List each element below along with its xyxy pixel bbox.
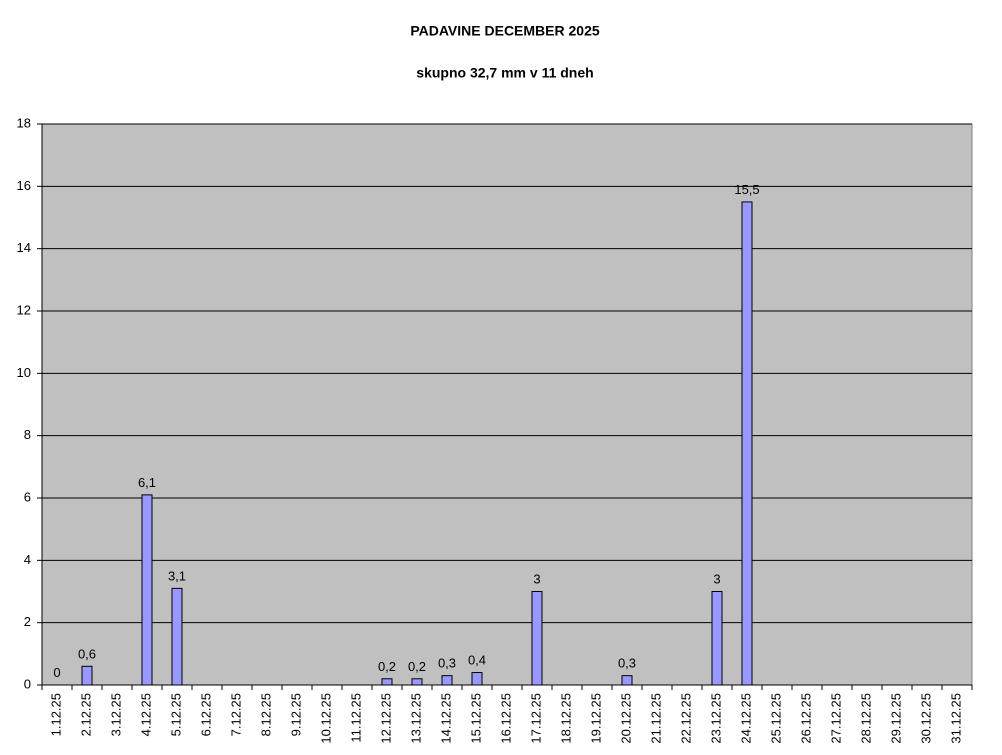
value-label: 0,3: [438, 656, 456, 671]
value-label: 0,2: [378, 659, 396, 674]
x-tick-label: 29.12.25: [888, 693, 903, 744]
x-tick-label: 23.12.25: [708, 693, 723, 744]
x-tick-label: 13.12.25: [408, 693, 423, 744]
x-tick-label: 25.12.25: [768, 693, 783, 744]
y-tick-label: 10: [17, 365, 31, 380]
bar: [381, 678, 393, 686]
bar: [81, 665, 93, 686]
x-tick-label: 5.12.25: [168, 693, 183, 736]
x-tick-label: 24.12.25: [738, 693, 753, 744]
bar: [531, 591, 543, 686]
y-tick-label: 0: [24, 676, 31, 691]
x-tick-label: 9.12.25: [288, 693, 303, 736]
x-tick-label: 7.12.25: [228, 693, 243, 736]
y-tick-label: 8: [24, 427, 31, 442]
x-tick-label: 27.12.25: [828, 693, 843, 744]
x-tick-label: 22.12.25: [678, 693, 693, 744]
x-tick-label: 30.12.25: [918, 693, 933, 744]
y-tick-label: 16: [17, 178, 31, 193]
plot-area: [41, 123, 973, 686]
y-tick-label: 2: [24, 614, 31, 629]
bar: [741, 201, 753, 686]
value-label: 3: [713, 572, 720, 587]
x-tick-label: 14.12.25: [438, 693, 453, 744]
x-tick-label: 26.12.25: [798, 693, 813, 744]
x-tick-label: 15.12.25: [468, 693, 483, 744]
x-tick-label: 12.12.25: [378, 693, 393, 744]
x-tick-label: 4.12.25: [138, 693, 153, 736]
x-tick-label: 21.12.25: [648, 693, 663, 744]
x-tick-label: 31.12.25: [948, 693, 963, 744]
value-label: 3: [533, 572, 540, 587]
x-tick-label: 28.12.25: [858, 693, 873, 744]
x-tick-label: 8.12.25: [258, 693, 273, 736]
bar: [441, 675, 453, 686]
x-tick-label: 10.12.25: [318, 693, 333, 744]
bar: [411, 678, 423, 686]
y-tick-label: 6: [24, 489, 31, 504]
x-tick-label: 3.12.25: [108, 693, 123, 736]
bar: [471, 672, 483, 686]
x-tick-label: 20.12.25: [618, 693, 633, 744]
x-tick-label: 16.12.25: [498, 693, 513, 744]
x-tick-label: 17.12.25: [528, 693, 543, 744]
x-tick-label: 6.12.25: [198, 693, 213, 736]
y-tick-label: 4: [24, 552, 31, 567]
value-label: 0,3: [618, 656, 636, 671]
bar: [621, 675, 633, 686]
bar: [171, 587, 183, 686]
x-tick-label: 18.12.25: [558, 693, 573, 744]
value-label: 3,1: [168, 568, 186, 583]
value-label: 0: [53, 665, 60, 680]
value-label: 6,1: [138, 475, 156, 490]
x-tick-label: 11.12.25: [348, 693, 363, 743]
y-tick-label: 14: [17, 240, 31, 255]
value-label: 0,4: [468, 653, 486, 668]
chart-subtitle: skupno 32,7 mm v 11 dneh: [416, 65, 593, 81]
y-tick-label: 12: [17, 302, 31, 317]
value-label: 15,5: [734, 182, 759, 197]
value-label: 0,6: [78, 646, 96, 661]
x-tick-label: 19.12.25: [588, 693, 603, 744]
value-label: 0,2: [408, 659, 426, 674]
bar: [711, 591, 723, 686]
chart-title: PADAVINE DECEMBER 2025: [410, 23, 600, 39]
x-tick-label: 2.12.25: [78, 693, 93, 736]
y-tick-label: 18: [17, 115, 31, 130]
bar: [141, 494, 153, 686]
x-tick-label: 1.12.25: [48, 693, 63, 736]
